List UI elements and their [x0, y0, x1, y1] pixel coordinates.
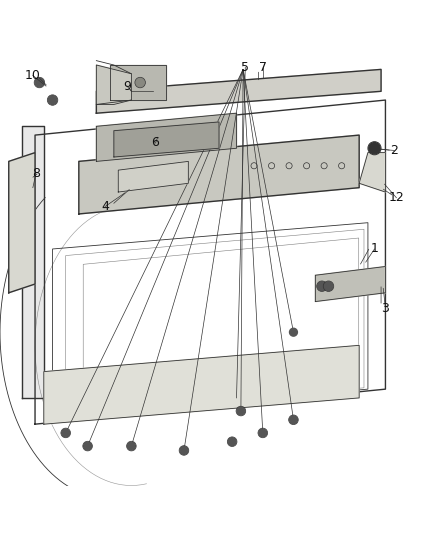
Polygon shape	[9, 152, 35, 293]
Circle shape	[324, 282, 333, 290]
Polygon shape	[114, 122, 219, 157]
Circle shape	[127, 442, 135, 450]
Text: 1: 1	[371, 243, 378, 255]
Circle shape	[369, 142, 380, 154]
Polygon shape	[110, 65, 166, 100]
Text: 4: 4	[101, 200, 109, 213]
Text: 9: 9	[123, 79, 131, 93]
Circle shape	[237, 407, 245, 415]
Text: 10: 10	[25, 69, 41, 82]
Text: 6: 6	[152, 136, 159, 149]
Text: 7: 7	[259, 61, 267, 74]
Polygon shape	[96, 69, 381, 113]
Polygon shape	[79, 135, 359, 214]
Polygon shape	[44, 345, 359, 424]
Text: 5: 5	[241, 61, 249, 74]
Polygon shape	[359, 152, 385, 192]
Text: 3: 3	[381, 302, 389, 314]
Circle shape	[290, 416, 297, 424]
Circle shape	[84, 442, 92, 450]
Text: 2: 2	[390, 144, 398, 157]
Circle shape	[62, 429, 70, 437]
Circle shape	[259, 429, 267, 437]
Circle shape	[180, 447, 188, 455]
Circle shape	[48, 96, 57, 104]
Text: 12: 12	[389, 191, 404, 204]
Polygon shape	[315, 266, 385, 302]
Polygon shape	[118, 161, 188, 192]
Circle shape	[228, 438, 236, 446]
Text: 8: 8	[32, 167, 40, 180]
Circle shape	[136, 78, 145, 87]
Circle shape	[35, 78, 44, 87]
Circle shape	[290, 328, 297, 336]
Circle shape	[318, 282, 326, 290]
Polygon shape	[96, 113, 237, 161]
Polygon shape	[96, 65, 131, 104]
Polygon shape	[22, 126, 44, 398]
